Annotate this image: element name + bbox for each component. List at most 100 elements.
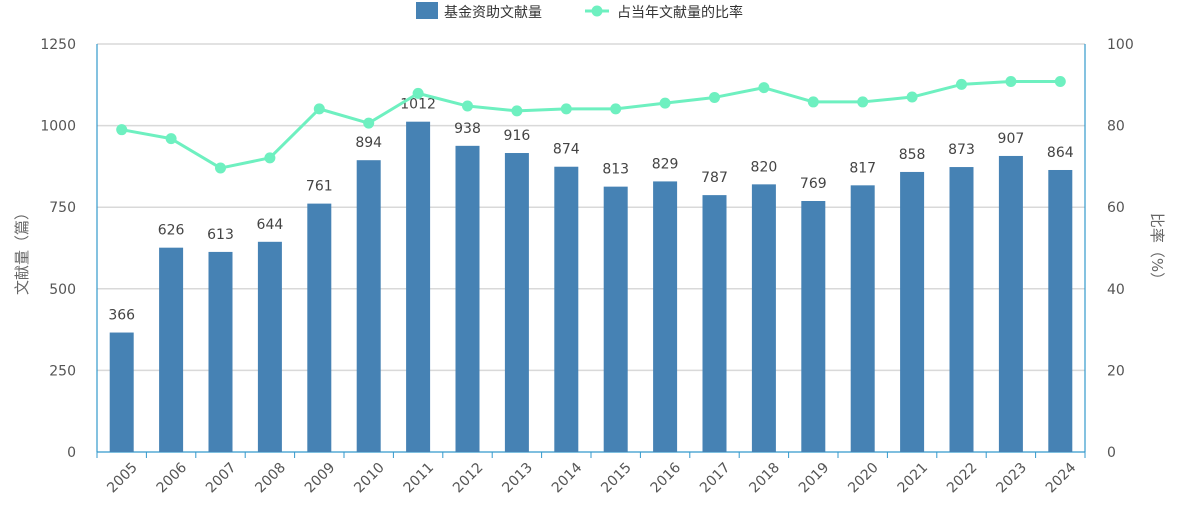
bar-data-label: 613 — [207, 227, 234, 243]
x-tick-label: 2012 — [450, 460, 487, 497]
bar-data-label: 787 — [701, 170, 728, 186]
ratio-point[interactable] — [1054, 76, 1066, 88]
ratio-point[interactable] — [807, 96, 819, 108]
ratio-point[interactable] — [511, 105, 523, 117]
bar-data-label: 894 — [355, 135, 382, 151]
bar-data-label: 820 — [751, 159, 778, 175]
bar-data-label: 644 — [257, 217, 284, 233]
bar-data-label: 626 — [158, 223, 185, 239]
x-tick-label: 2019 — [796, 460, 833, 497]
legend-line-label: 占当年文献量的比率 — [617, 4, 743, 21]
bar-data-label: 829 — [652, 156, 679, 172]
bar[interactable] — [1048, 169, 1073, 452]
ratio-point[interactable] — [610, 103, 622, 115]
bar-data-label: 874 — [553, 142, 580, 158]
bar[interactable] — [406, 121, 431, 452]
bar[interactable] — [208, 251, 233, 452]
bar-data-label: 366 — [108, 308, 135, 324]
x-tick-label: 2020 — [845, 460, 882, 497]
y-right-tick-label: 40 — [1107, 282, 1125, 298]
ratio-point[interactable] — [165, 133, 177, 145]
ratio-point[interactable] — [560, 103, 572, 115]
ratio-point[interactable] — [1005, 76, 1017, 88]
bar-data-label: 1012 — [400, 97, 436, 113]
bar[interactable] — [751, 184, 776, 453]
legend-bar-label: 基金资助文献量 — [444, 4, 542, 21]
x-tick-label: 2018 — [746, 460, 783, 497]
y-axis-left-title: 文献量（篇） — [13, 205, 31, 295]
bar[interactable] — [653, 181, 678, 452]
legend-item-bar[interactable]: 基金资助文献量 — [416, 2, 542, 21]
bar[interactable] — [554, 166, 579, 453]
bar-data-labels: 366 626 613 644 761 894 1012 938 916 874 813 829 787… — [108, 97, 1073, 324]
bar[interactable] — [949, 167, 974, 452]
y-right-tick-label: 0 — [1107, 445, 1116, 461]
bar-data-label: 761 — [306, 179, 333, 195]
y-right-tick-label: 20 — [1107, 363, 1125, 379]
bar-data-label: 907 — [998, 131, 1025, 147]
bar[interactable] — [850, 185, 875, 452]
left-axis-ticks: 0 250 500 750 1000 1250 — [40, 37, 76, 461]
bar[interactable] — [998, 155, 1023, 452]
bar[interactable] — [356, 160, 381, 452]
bar[interactable] — [109, 332, 134, 452]
bar[interactable] — [603, 186, 628, 453]
x-tick-label: 2015 — [598, 460, 635, 497]
legend-item-line[interactable]: 占当年文献量的比率 — [585, 4, 743, 21]
ratio-point[interactable] — [215, 162, 226, 174]
x-axis-ticks: 2005 2006 2007 2008 2009 2010 2011 2012 2013 2014… — [104, 460, 1079, 497]
bar-data-label: 769 — [800, 176, 827, 192]
ratio-point[interactable] — [758, 82, 770, 94]
ratio-line — [121, 80, 1061, 170]
ratio-point[interactable] — [956, 78, 967, 90]
bar-data-label: 817 — [849, 160, 876, 176]
y-right-tick-label: 100 — [1107, 37, 1134, 53]
y-right-tick-label: 80 — [1107, 119, 1125, 135]
x-tick-label: 2013 — [499, 460, 536, 497]
ratio-point[interactable] — [313, 103, 325, 115]
bar[interactable] — [801, 200, 826, 452]
x-tick-label: 2008 — [252, 460, 289, 497]
x-tick-label: 2010 — [351, 460, 388, 497]
ratio-point[interactable] — [906, 91, 918, 103]
bar-data-label: 873 — [948, 142, 975, 158]
x-tick-label: 2009 — [302, 460, 339, 497]
bar[interactable] — [702, 195, 727, 452]
bar-series — [109, 121, 1073, 453]
x-tick-label: 2021 — [895, 460, 932, 497]
x-tick-label: 2023 — [993, 460, 1030, 497]
x-tick-label: 2014 — [549, 460, 586, 497]
ratio-point[interactable] — [264, 152, 276, 164]
ratio-point[interactable] — [462, 100, 473, 112]
ratio-point[interactable] — [412, 87, 424, 99]
bar-data-label: 813 — [602, 162, 629, 178]
x-tick-label: 2011 — [401, 460, 438, 497]
gridlines — [97, 43, 1085, 372]
bar-data-label: 938 — [454, 121, 481, 137]
bar-data-label: 916 — [504, 128, 531, 144]
y-left-tick-label: 500 — [49, 282, 76, 298]
bar[interactable] — [257, 241, 282, 452]
bar-data-label: 864 — [1047, 145, 1074, 161]
ratio-point[interactable] — [857, 96, 869, 108]
x-tick-label: 2016 — [648, 460, 685, 497]
ratio-point[interactable] — [116, 124, 128, 136]
bar[interactable] — [504, 153, 529, 453]
x-tick-label: 2024 — [1043, 460, 1080, 497]
bar-data-label: 858 — [899, 147, 926, 163]
x-tick-label: 2005 — [104, 460, 141, 497]
ratio-point[interactable] — [709, 91, 720, 103]
bar[interactable] — [307, 203, 332, 452]
x-tick-label: 2007 — [203, 460, 240, 497]
axes — [96, 44, 1086, 458]
ratio-point[interactable] — [363, 117, 375, 129]
line-series — [116, 76, 1066, 174]
ratio-point[interactable] — [659, 97, 671, 109]
bar[interactable] — [159, 247, 184, 452]
legend: 基金资助文献量 占当年文献量的比率 — [416, 2, 743, 21]
bar[interactable] — [900, 171, 925, 453]
y-axis-right-title: 比率（%） — [1148, 213, 1166, 287]
x-tick-label: 2017 — [697, 460, 734, 497]
bar[interactable] — [455, 145, 480, 453]
